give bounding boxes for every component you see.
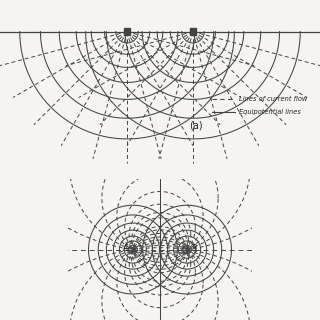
Text: Equipotential lines: Equipotential lines: [239, 108, 301, 115]
Text: (a): (a): [189, 121, 203, 131]
Text: B: B: [192, 244, 197, 253]
Bar: [132, 248, 134, 251]
Bar: [186, 248, 188, 251]
Text: Lines of current flow: Lines of current flow: [239, 96, 307, 102]
Text: A: A: [123, 244, 128, 253]
Bar: [124, 28, 130, 35]
Bar: [190, 28, 196, 35]
